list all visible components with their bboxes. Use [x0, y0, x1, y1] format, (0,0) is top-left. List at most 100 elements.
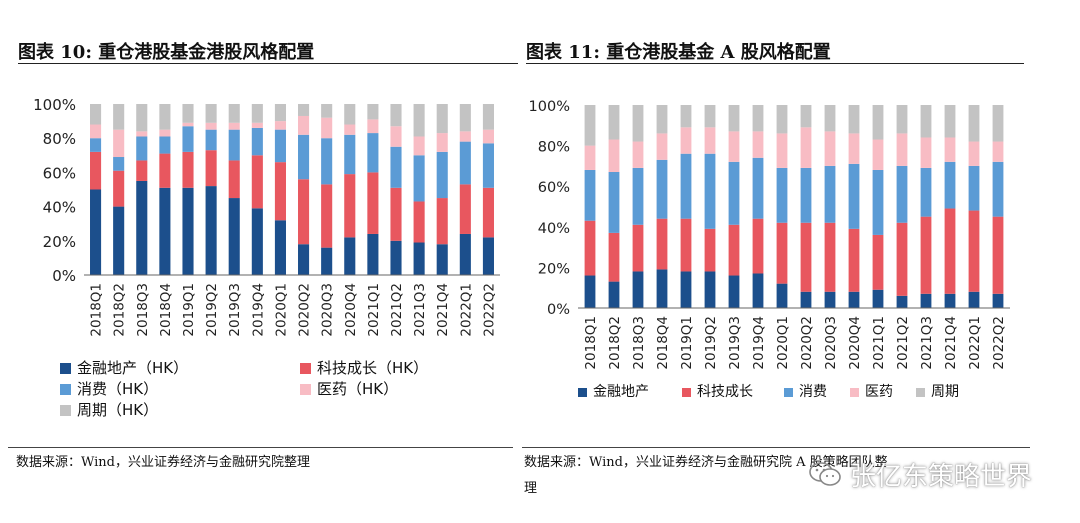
- legend-swatch-pharma: [300, 384, 311, 395]
- bar-segment-tech: [482, 187, 494, 238]
- x-tick-label: 2019Q1: [181, 283, 197, 337]
- bar-segment-cyclical: [251, 104, 263, 123]
- y-tick-label: 0%: [547, 302, 570, 318]
- bar-segment-cyclical: [632, 105, 644, 142]
- bar-segment-finance: [113, 206, 125, 275]
- x-tick-label: 2020Q2: [799, 316, 815, 370]
- x-tick-label: 2021Q2: [895, 316, 911, 370]
- bar-segment-consumer: [584, 169, 596, 221]
- bar-segment-consumer: [436, 151, 448, 199]
- bar-segment-finance: [390, 240, 402, 275]
- bar-segment-pharma: [680, 127, 692, 154]
- bar-segment-finance: [274, 220, 286, 275]
- bar-segment-pharma: [436, 133, 448, 152]
- legend-label-pharma: 医药: [865, 384, 893, 400]
- bar-segment-consumer: [90, 138, 102, 152]
- bar-segment-finance: [584, 275, 596, 308]
- x-tick-label: 2019Q1: [679, 316, 695, 370]
- bar-segment-tech: [274, 162, 286, 221]
- bar-segment-finance: [459, 233, 471, 275]
- bar-segment-cyclical: [321, 104, 333, 118]
- title-rule: [526, 63, 1024, 64]
- bar-segment-finance: [800, 291, 812, 308]
- bar-segment-tech: [944, 208, 956, 294]
- bar-segment-pharma: [608, 139, 620, 172]
- bar-segment-consumer: [872, 169, 884, 235]
- x-tick-label: 2020Q1: [273, 283, 289, 337]
- legend-swatch-tech: [682, 388, 691, 397]
- bar-segment-tech: [159, 153, 171, 188]
- x-tick-label: 2019Q2: [204, 283, 220, 337]
- bar-segment-consumer: [459, 141, 471, 185]
- bar-segment-consumer: [367, 133, 379, 173]
- bar-segment-consumer: [321, 138, 333, 185]
- bar-segment-cyclical: [920, 105, 932, 138]
- bar-segment-tech: [321, 184, 333, 248]
- bar-segment-pharma: [205, 122, 217, 130]
- bar-segment-consumer: [113, 157, 125, 171]
- bar-segment-cyclical: [298, 104, 310, 116]
- bar-segment-cyclical: [274, 104, 286, 122]
- x-tick-label: 2019Q4: [250, 283, 266, 337]
- bar-segment-pharma: [298, 115, 310, 135]
- bar-segment-finance: [656, 269, 668, 308]
- bar-segment-tech: [656, 218, 668, 270]
- bar-segment-tech: [205, 150, 217, 187]
- bar-segment-tech: [390, 187, 402, 241]
- bar-segment-pharma: [656, 133, 668, 160]
- x-tick-label: 2021Q1: [871, 316, 887, 370]
- bar-segment-cyclical: [752, 105, 764, 132]
- legend-label-finance: 金融地产: [593, 384, 649, 400]
- bar-segment-cyclical: [968, 105, 980, 142]
- bar-segment-cyclical: [482, 104, 494, 130]
- hk-style-allocation-chart: 0% 20% 40% 60% 80% 100% 2018Q1 2018Q2 2018Q3 2018…: [33, 96, 500, 419]
- x-tick-label: 2018Q3: [631, 316, 647, 370]
- bar-segment-consumer: [482, 143, 494, 188]
- x-tick-label: 2019Q3: [727, 316, 743, 370]
- x-tick-label: 2021Q2: [389, 283, 405, 337]
- bar-segment-consumer: [680, 153, 692, 219]
- bar-segment-tech: [136, 160, 148, 181]
- bar-segment-pharma: [321, 117, 333, 139]
- a-share-style-allocation-chart: 0% 20% 40% 60% 80% 100% 2018Q1 2018Q2 2018Q3 2018…: [529, 99, 1010, 400]
- bar-segment-cyclical: [436, 104, 448, 134]
- bar-segment-consumer: [752, 157, 764, 219]
- bar-segment-pharma: [752, 131, 764, 158]
- y-tick-label: 80%: [538, 140, 570, 156]
- y-tick-label: 40%: [43, 199, 76, 217]
- bar-segment-pharma: [704, 127, 716, 154]
- x-tick-label: 2021Q1: [366, 283, 382, 337]
- bar-segment-pharma: [824, 131, 836, 166]
- bar-segment-pharma: [136, 131, 148, 137]
- x-tick-label: 2022Q2: [991, 316, 1007, 370]
- bar-segment-cyclical: [413, 104, 425, 137]
- bar-segment-pharma: [159, 129, 171, 137]
- bar-segment-finance: [367, 233, 379, 275]
- bar-segment-finance: [298, 244, 310, 275]
- bar-segment-tech: [228, 160, 240, 199]
- x-tick-label: 2020Q4: [847, 316, 863, 370]
- bar-segment-pharma: [390, 126, 402, 147]
- figure-10-title: 图表 10: 重仓港股基金港股风格配置: [18, 42, 315, 63]
- x-tick-label: 2018Q4: [158, 283, 174, 337]
- bar-segment-finance: [436, 244, 448, 275]
- bar-segment-consumer: [920, 167, 932, 217]
- legend-label-cyclical: 周期（HK）: [77, 401, 158, 419]
- bar-segment-finance: [728, 275, 740, 308]
- bar-segment-finance: [608, 281, 620, 308]
- bar-segment-consumer: [800, 167, 812, 223]
- bar-segment-tech: [848, 228, 860, 292]
- legend-swatch-pharma: [850, 388, 859, 397]
- bar-segment-consumer: [968, 165, 980, 211]
- figure-11-source: 数据来源：Wind，兴业证券经济与金融研究院 A 股策略团队整 理: [524, 450, 888, 502]
- bar-segment-pharma: [228, 122, 240, 130]
- bar-segment-consumer: [159, 136, 171, 154]
- bar-segment-pharma: [944, 137, 956, 162]
- bar-segment-cyclical: [159, 104, 171, 130]
- bar-segment-consumer: [390, 146, 402, 188]
- bar-segment-consumer: [824, 165, 836, 223]
- wechat-watermark: 张亿东策略世界: [808, 453, 1032, 495]
- bar-segment-pharma: [896, 133, 908, 166]
- bar-segment-consumer: [728, 161, 740, 225]
- bar-segment-finance: [182, 187, 194, 275]
